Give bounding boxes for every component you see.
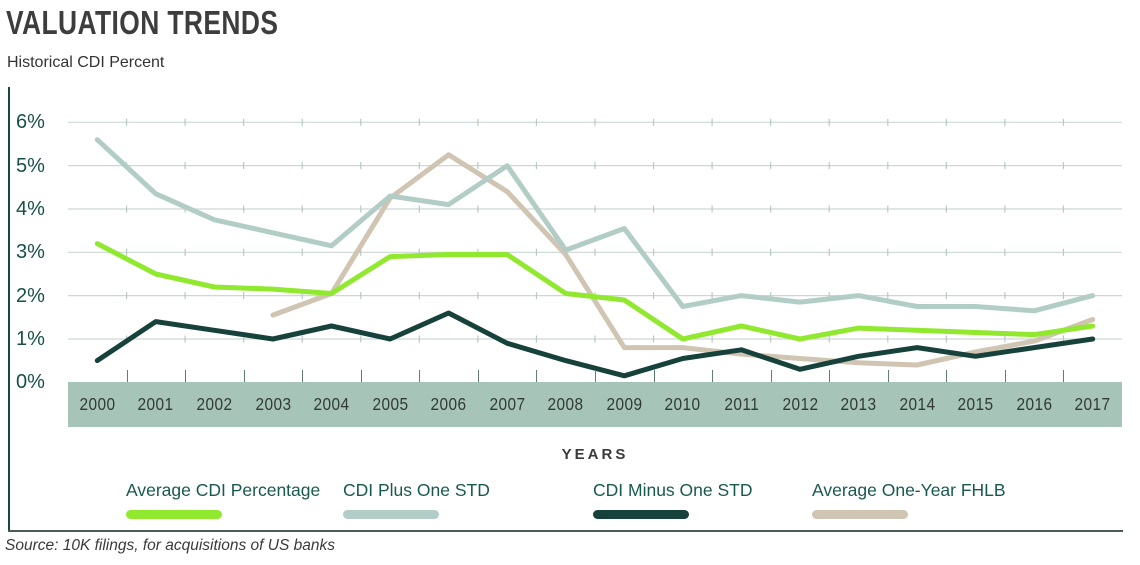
year-label: 2014 [899, 394, 936, 414]
x-axis-tick [712, 370, 714, 382]
legend-item: Average CDI Percentage [126, 480, 320, 519]
year-label: 2008 [547, 394, 584, 414]
series-line-1 [94, 137, 1096, 314]
chart-subtitle: Historical CDI Percent [7, 54, 165, 71]
y-tick-label: 0% [16, 371, 45, 394]
x-axis-tick [595, 370, 596, 382]
x-axis-tick [829, 370, 831, 382]
year-label: 2001 [137, 394, 174, 414]
legend-label: Average One-Year FHLB [812, 480, 1006, 500]
y-tick-label: 2% [16, 284, 45, 307]
x-axis-tick [477, 370, 479, 382]
year-label: 2010 [664, 394, 701, 414]
legend-item: Average One-Year FHLB [812, 480, 1006, 519]
page-title: VALUATION TRENDS [6, 4, 279, 41]
x-axis-band: 2000 2001 2002 2003 2004 2005 2006 2007 2008 2009… [68, 382, 1122, 427]
legend-swatch [126, 510, 222, 519]
series-line-0 [94, 241, 1096, 342]
year-label: 2011 [724, 394, 759, 414]
legend-label: CDI Minus One STD [593, 480, 753, 500]
legend-swatch [812, 510, 908, 519]
chart-bottom-border [8, 530, 1123, 532]
y-tick-label: 6% [16, 111, 45, 134]
x-axis-tick [126, 370, 128, 382]
y-tick-label: 3% [16, 241, 45, 264]
year-label: 2012 [782, 394, 819, 414]
legend-swatch [343, 510, 439, 519]
x-axis-tick [302, 370, 304, 382]
series-line-2 [94, 310, 1096, 379]
year-label: 2017 [1074, 394, 1111, 414]
line-chart-plot [68, 118, 1122, 379]
y-tick-label: 1% [16, 327, 45, 350]
year-label: 2006 [430, 394, 467, 414]
x-axis-tick [653, 370, 655, 382]
year-label: 2007 [489, 394, 526, 414]
legend-item: CDI Minus One STD [593, 480, 752, 519]
x-axis-tick [1004, 370, 1006, 382]
year-label: 2015 [957, 394, 994, 414]
legend-swatch [593, 510, 689, 519]
year-label: 2003 [254, 394, 291, 414]
x-axis-tick [536, 370, 538, 382]
year-label: 2013 [840, 394, 877, 414]
legend-label: Average CDI Percentage [126, 480, 321, 500]
x-axis-tick [185, 370, 187, 382]
legend-item: CDI Plus One STD [343, 480, 490, 519]
x-axis-tick [946, 370, 948, 382]
y-tick-label: 5% [16, 154, 45, 177]
year-label: 2009 [606, 394, 643, 414]
series-line-3 [270, 152, 1096, 368]
y-axis-line [8, 87, 10, 532]
x-axis-tick [243, 370, 245, 382]
y-tick-label: 4% [16, 197, 45, 220]
year-label: 2000 [79, 394, 116, 414]
source-note: Source: 10K filings, for acquisitions of… [5, 537, 335, 554]
legend-label: CDI Plus One STD [343, 480, 490, 500]
x-axis-title: YEARS [561, 446, 629, 463]
year-label: 2016 [1016, 394, 1053, 414]
year-label: 2004 [313, 394, 350, 414]
year-label: 2005 [372, 394, 409, 414]
x-axis-tick [1063, 370, 1065, 382]
x-axis-tick [360, 370, 362, 382]
x-axis-tick [887, 370, 889, 382]
x-axis-tick [770, 370, 772, 382]
x-axis-tick [419, 370, 421, 382]
year-label: 2002 [196, 394, 233, 414]
